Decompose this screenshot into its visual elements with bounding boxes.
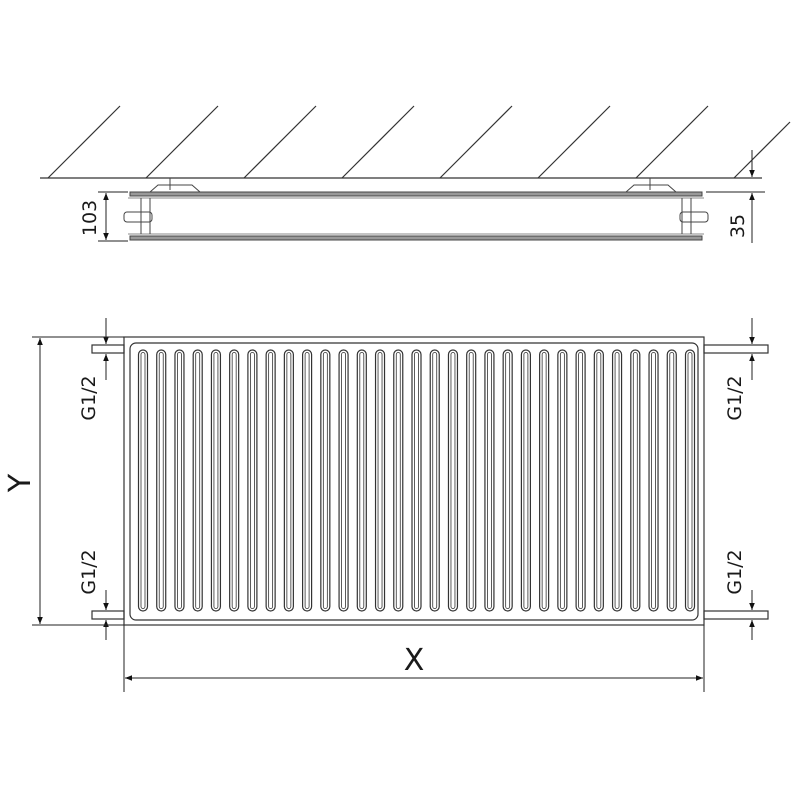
radiator-fin-outer bbox=[557, 349, 568, 612]
radiator-fin-inner bbox=[377, 352, 383, 609]
radiator-fin-outer bbox=[447, 349, 459, 612]
connection-dimensions bbox=[103, 318, 755, 640]
radiator-fin-inner bbox=[669, 352, 675, 609]
radiator-fin-inner bbox=[687, 352, 693, 609]
connection-label-right-bottom: G1/2 bbox=[724, 549, 746, 594]
radiator-fin-outer bbox=[684, 349, 696, 612]
radiator-fin-inner bbox=[286, 352, 292, 609]
radiator-fin-outer bbox=[502, 349, 513, 612]
radiator-fin-inner bbox=[304, 352, 310, 609]
radiator-front-view bbox=[91, 336, 769, 626]
radiator-fins bbox=[137, 349, 696, 612]
radiator-fin-outer bbox=[648, 349, 659, 612]
radiator-fin-inner bbox=[559, 352, 565, 609]
radiator-fin-outer bbox=[666, 349, 677, 612]
radiator-fin-outer bbox=[356, 349, 367, 612]
depth-label: 103 bbox=[79, 200, 101, 236]
radiator-fin-inner bbox=[213, 352, 219, 609]
depth-dimension bbox=[98, 191, 128, 242]
radiator-fin-outer bbox=[539, 349, 550, 612]
radiator-fin-outer bbox=[338, 349, 349, 612]
radiator-fin-outer bbox=[137, 349, 149, 612]
radiator-fin-inner bbox=[432, 352, 438, 609]
radiator-fin-inner bbox=[395, 352, 401, 609]
radiator-fin-outer bbox=[265, 349, 276, 612]
radiator-fin-inner bbox=[359, 352, 365, 609]
radiator-fin-outer bbox=[611, 349, 623, 612]
radiator-fin-inner bbox=[541, 352, 547, 609]
radiator-fin-inner bbox=[322, 352, 328, 609]
wall-offset-dimension bbox=[706, 150, 765, 243]
radiator-fin-inner bbox=[632, 352, 638, 609]
radiator-fin-outer bbox=[192, 349, 203, 612]
radiator-fin-inner bbox=[596, 352, 602, 609]
radiator-fin-inner bbox=[140, 352, 146, 609]
connection-label-left-bottom: G1/2 bbox=[78, 549, 100, 594]
radiator-fin-outer bbox=[520, 349, 532, 612]
radiator-fin-outer bbox=[174, 349, 185, 612]
radiator-fin-outer bbox=[466, 349, 477, 612]
radiator-fin-outer bbox=[393, 349, 404, 612]
radiator-fin-inner bbox=[651, 352, 656, 609]
radiator-fin-outer bbox=[229, 349, 240, 612]
radiator-fin-inner bbox=[195, 352, 201, 609]
radiator-fin-inner bbox=[268, 352, 274, 609]
radiator-fin-outer bbox=[374, 349, 386, 612]
radiator-fin-inner bbox=[505, 352, 511, 609]
radiator-fin-inner bbox=[468, 352, 474, 609]
radiator-fin-outer bbox=[210, 349, 222, 612]
height-label: Y bbox=[3, 473, 38, 493]
radiator-fin-inner bbox=[231, 352, 237, 609]
radiator-fin-inner bbox=[414, 352, 419, 609]
radiator-fin-inner bbox=[614, 352, 620, 609]
radiator-fin-outer bbox=[247, 349, 258, 612]
radiator-fin-outer bbox=[156, 349, 167, 612]
radiator-fin-inner bbox=[450, 352, 456, 609]
height-dimension bbox=[32, 336, 124, 626]
width-dimension bbox=[123, 625, 705, 692]
radiator-fin-outer bbox=[411, 349, 422, 612]
radiator-fin-outer bbox=[484, 349, 495, 612]
radiator-fin-outer bbox=[429, 349, 440, 612]
wall-hatching bbox=[40, 105, 791, 179]
radiator-fin-inner bbox=[341, 352, 346, 609]
connection-label-right-top: G1/2 bbox=[724, 375, 746, 420]
radiator-fin-outer bbox=[593, 349, 604, 612]
radiator-fin-outer bbox=[630, 349, 641, 612]
wall-offset-label: 35 bbox=[727, 214, 749, 238]
radiator-fin-inner bbox=[523, 352, 529, 609]
radiator-side-view bbox=[123, 178, 709, 241]
connection-label-left-top: G1/2 bbox=[78, 375, 100, 420]
radiator-fin-outer bbox=[283, 349, 294, 612]
radiator-fin-inner bbox=[177, 352, 182, 609]
radiator-fin-outer bbox=[575, 349, 586, 612]
radiator-fin-inner bbox=[578, 352, 583, 609]
radiator-fin-outer bbox=[302, 349, 313, 612]
radiator-fin-inner bbox=[158, 352, 164, 609]
radiator-fin-outer bbox=[320, 349, 331, 612]
radiator-fin-inner bbox=[249, 352, 255, 609]
width-label: X bbox=[404, 643, 425, 678]
radiator-fin-inner bbox=[487, 352, 492, 609]
